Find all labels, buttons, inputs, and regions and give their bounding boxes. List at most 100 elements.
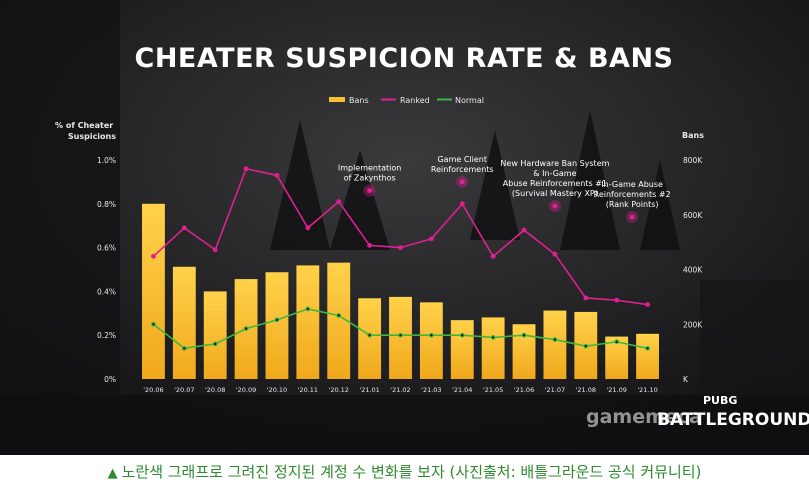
- bar-bans: [636, 333, 659, 379]
- y-right-axis-label: Bans: [682, 131, 704, 140]
- bans-bars: [142, 203, 659, 379]
- point-ranked: [305, 225, 311, 231]
- x-tick-label: '20.10: [267, 386, 287, 394]
- annotation-text: Implementation: [338, 164, 402, 173]
- legend-label-bans: Bans: [349, 96, 369, 105]
- y-left-axis-label: % of Cheater Suspicions: [55, 121, 116, 141]
- point-ranked: [428, 236, 434, 242]
- y-right-tick-label: 400K: [683, 266, 703, 275]
- chart-figure: CHEATER SUSPICION RATE & BANS Bans Ranke…: [0, 0, 809, 455]
- y-left-tick-label: 0%: [104, 375, 116, 384]
- x-tick-label: '20.08: [205, 386, 225, 394]
- background-scene: [0, 0, 809, 455]
- point-ranked: [151, 253, 156, 259]
- bar-bans: [203, 291, 227, 379]
- bar-bans: [358, 298, 382, 379]
- point-ranked: [212, 247, 218, 253]
- y-right-tick-label: 200K: [683, 320, 703, 329]
- annotation-text: (Survival Mastery XP): [512, 189, 598, 198]
- annotation-marker-dot: [459, 179, 465, 185]
- point-ranked: [614, 297, 620, 303]
- point-normal: [552, 337, 558, 342]
- y-left-tick-label: 0.2%: [97, 331, 116, 340]
- point-ranked: [459, 201, 465, 207]
- bar-bans: [419, 302, 443, 379]
- annotation-text: Game Client: [437, 155, 487, 164]
- point-normal: [151, 321, 156, 327]
- point-ranked: [367, 243, 373, 248]
- image-caption: ▲ 노란색 그래프로 그려진 정지된 계정 수 변화를 보자 (사진출처: 배틀그…: [0, 458, 809, 486]
- annotation-text: Reinforcements #2: [594, 190, 671, 199]
- legend: Bans Ranked Normal: [329, 96, 484, 105]
- bar-bans: [512, 324, 536, 379]
- pubg-logo-top: PUBG: [703, 394, 737, 407]
- normal-series: [151, 306, 650, 351]
- bar-bans: [481, 317, 505, 379]
- legend-label-normal: Normal: [455, 96, 484, 105]
- x-tick-label: '21.08: [576, 386, 596, 394]
- point-ranked: [583, 295, 589, 301]
- bar-bans: [450, 320, 474, 379]
- point-normal: [212, 341, 218, 347]
- point-ranked: [552, 251, 558, 257]
- point-normal: [367, 332, 373, 338]
- x-tick-label: '21.03: [421, 386, 441, 394]
- bar-bans: [265, 272, 289, 379]
- x-tick-label: '21.06: [514, 386, 534, 394]
- point-ranked: [521, 227, 527, 233]
- y-left-tick-label: 0.8%: [97, 200, 116, 209]
- y-right-tick-label: 800K: [683, 156, 703, 165]
- point-normal: [521, 332, 527, 338]
- y-right-tick-label: 600K: [683, 211, 703, 220]
- chart-title: CHEATER SUSPICION RATE & BANS: [135, 43, 674, 74]
- bar-bans: [142, 203, 165, 379]
- point-normal: [459, 332, 465, 338]
- annotation-text: Reinforcements: [431, 165, 494, 174]
- x-tick-label: '21.07: [545, 386, 565, 394]
- y-left-ticks: 0% 0.2% 0.4% 0.6% 0.8% 1.0%: [97, 156, 116, 384]
- caption-marker: ▲: [107, 466, 118, 481]
- annotation-marker-dot: [629, 214, 635, 220]
- bar-bans: [172, 266, 196, 379]
- y-left-tick-label: 0.6%: [97, 244, 116, 253]
- y-right-tick-label: K: [683, 375, 689, 384]
- x-tick-label: '20.07: [174, 386, 194, 394]
- point-normal: [614, 339, 620, 345]
- x-tick-label: '20.06: [143, 386, 163, 394]
- y-left-tick-label: 0.4%: [97, 287, 116, 296]
- watermark: gamemeca PUBG BATTLEGROUNDS: [586, 394, 809, 430]
- x-tick-label: '21.09: [606, 386, 626, 394]
- annotation-marker-dot: [367, 188, 373, 194]
- annotation-text: New Hardware Ban System: [500, 159, 609, 168]
- x-tick-label: '20.09: [236, 386, 256, 394]
- point-normal: [305, 306, 311, 312]
- point-normal: [336, 313, 342, 318]
- point-normal: [583, 343, 589, 349]
- point-normal: [398, 332, 403, 338]
- bar-bans: [543, 310, 567, 379]
- x-tick-label: '20.12: [329, 386, 349, 394]
- point-normal: [243, 326, 249, 332]
- y-left-tick-label: 1.0%: [97, 156, 116, 165]
- legend-label-ranked: Ranked: [400, 96, 430, 105]
- annotation-text: (Rank Points): [606, 200, 659, 209]
- x-tick-label: '21.01: [359, 386, 379, 394]
- x-tick-label: '21.10: [637, 386, 657, 394]
- annotation-text: & In-Game: [533, 169, 576, 178]
- bar-bans: [389, 296, 412, 379]
- annotation-marker-dot: [552, 203, 558, 209]
- y-right-ticks: K 200K 400K 600K 800K: [683, 156, 703, 384]
- x-tick-label: '20.11: [298, 386, 318, 394]
- point-ranked: [274, 172, 280, 178]
- point-ranked: [645, 302, 650, 307]
- point-normal: [645, 345, 650, 351]
- point-normal: [428, 332, 434, 338]
- point-normal: [181, 345, 187, 351]
- watermark-site: gamemeca: [586, 406, 702, 428]
- point-ranked: [398, 245, 403, 251]
- bar-bans: [327, 262, 351, 379]
- point-ranked: [181, 225, 187, 231]
- point-ranked: [490, 253, 496, 259]
- bar-bans: [296, 265, 320, 379]
- pubg-logo-bottom: BATTLEGROUNDS: [657, 410, 809, 430]
